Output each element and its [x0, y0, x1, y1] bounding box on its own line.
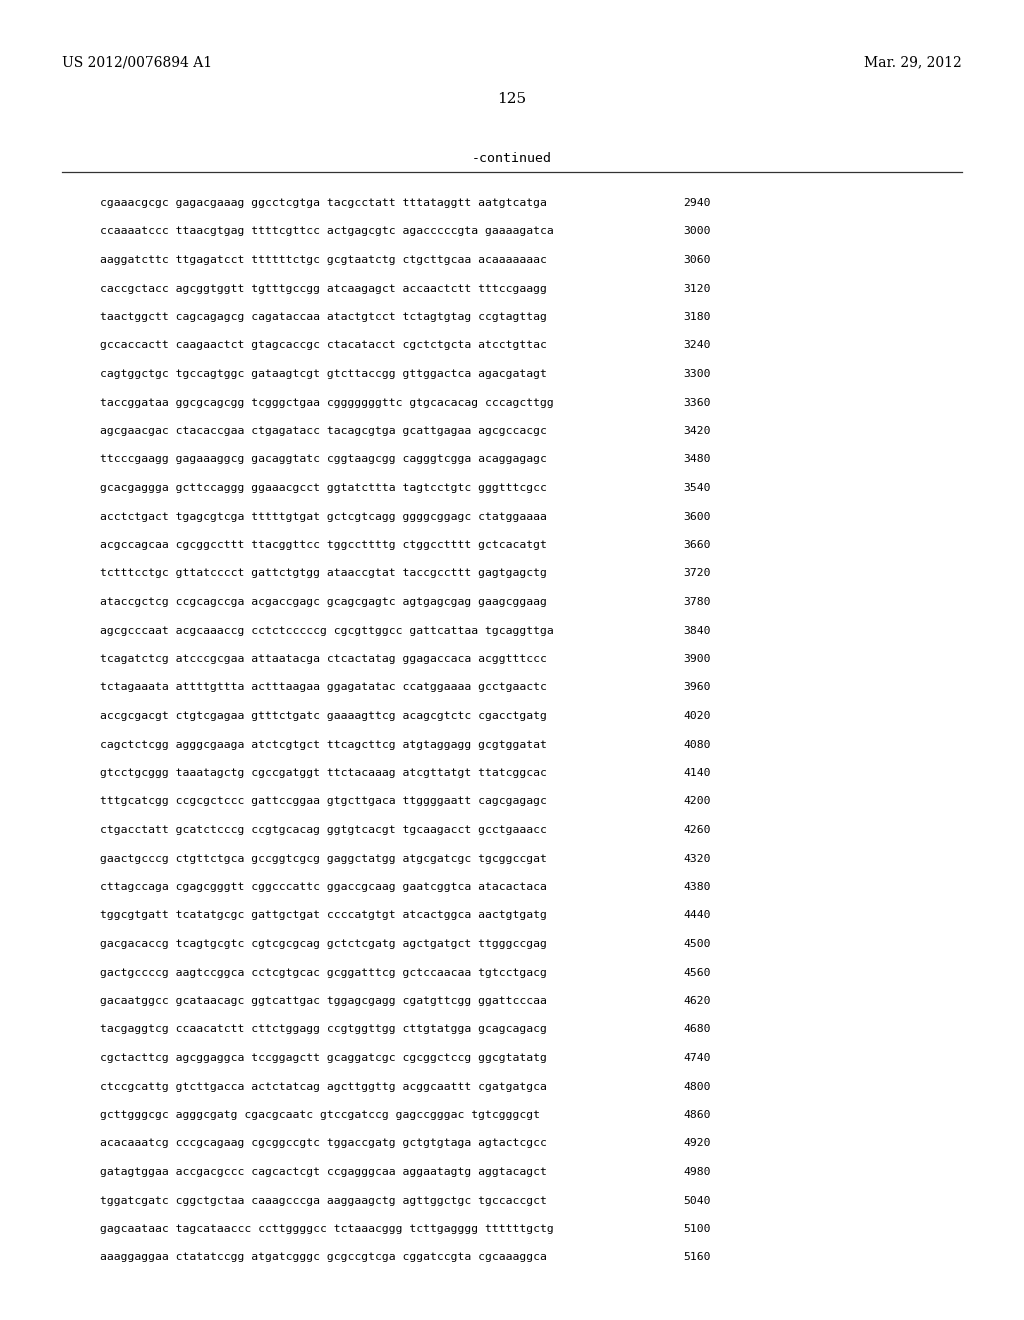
Text: cttagccaga cgagcgggtt cggcccattc ggaccgcaag gaatcggtca atacactaca: cttagccaga cgagcgggtt cggcccattc ggaccgc…: [100, 882, 547, 892]
Text: 3900: 3900: [683, 653, 711, 664]
Text: acgccagcaa cgcggccttt ttacggttcc tggccttttg ctggcctttt gctcacatgt: acgccagcaa cgcggccttt ttacggttcc tggcctt…: [100, 540, 547, 550]
Text: Mar. 29, 2012: Mar. 29, 2012: [864, 55, 962, 69]
Text: ctgacctatt gcatctcccg ccgtgcacag ggtgtcacgt tgcaagacct gcctgaaacc: ctgacctatt gcatctcccg ccgtgcacag ggtgtca…: [100, 825, 547, 836]
Text: cgctacttcg agcggaggca tccggagctt gcaggatcgc cgcggctccg ggcgtatatg: cgctacttcg agcggaggca tccggagctt gcaggat…: [100, 1053, 547, 1063]
Text: gcacgaggga gcttccaggg ggaaacgcct ggtatcttta tagtcctgtc gggtttcgcc: gcacgaggga gcttccaggg ggaaacgcct ggtatct…: [100, 483, 547, 492]
Text: aaaggaggaa ctatatccgg atgatcgggc gcgccgtcga cggatccgta cgcaaaggca: aaaggaggaa ctatatccgg atgatcgggc gcgccgt…: [100, 1253, 547, 1262]
Text: gtcctgcggg taaatagctg cgccgatggt ttctacaaag atcgttatgt ttatcggcac: gtcctgcggg taaatagctg cgccgatggt ttctaca…: [100, 768, 547, 777]
Text: -continued: -continued: [472, 152, 552, 165]
Text: agcgaacgac ctacaccgaa ctgagatacc tacagcgtga gcattgagaa agcgccacgc: agcgaacgac ctacaccgaa ctgagatacc tacagcg…: [100, 426, 547, 436]
Text: 3300: 3300: [683, 370, 711, 379]
Text: 3180: 3180: [683, 312, 711, 322]
Text: caccgctacc agcggtggtt tgtttgccgg atcaagagct accaactctt tttccgaagg: caccgctacc agcggtggtt tgtttgccgg atcaaga…: [100, 284, 547, 293]
Text: gacaatggcc gcataacagc ggtcattgac tggagcgagg cgatgttcgg ggattcccaa: gacaatggcc gcataacagc ggtcattgac tggagcg…: [100, 997, 547, 1006]
Text: gagcaataac tagcataaccc ccttggggcc tctaaacggg tcttgagggg ttttttgctg: gagcaataac tagcataaccc ccttggggcc tctaaa…: [100, 1224, 554, 1234]
Text: gccaccactt caagaactct gtagcaccgc ctacatacct cgctctgcta atcctgttac: gccaccactt caagaactct gtagcaccgc ctacata…: [100, 341, 547, 351]
Text: cgaaacgcgc gagacgaaag ggcctcgtga tacgcctatt tttataggtt aatgtcatga: cgaaacgcgc gagacgaaag ggcctcgtga tacgcct…: [100, 198, 547, 209]
Text: 4140: 4140: [683, 768, 711, 777]
Text: 4680: 4680: [683, 1024, 711, 1035]
Text: acacaaatcg cccgcagaag cgcggccgtc tggaccgatg gctgtgtaga agtactcgcc: acacaaatcg cccgcagaag cgcggccgtc tggaccg…: [100, 1138, 547, 1148]
Text: 3780: 3780: [683, 597, 711, 607]
Text: 3480: 3480: [683, 454, 711, 465]
Text: 4500: 4500: [683, 939, 711, 949]
Text: US 2012/0076894 A1: US 2012/0076894 A1: [62, 55, 212, 69]
Text: tctttcctgc gttatcccct gattctgtgg ataaccgtat taccgccttt gagtgagctg: tctttcctgc gttatcccct gattctgtgg ataaccg…: [100, 569, 547, 578]
Text: 4020: 4020: [683, 711, 711, 721]
Text: cagctctcgg agggcgaaga atctcgtgct ttcagcttcg atgtaggagg gcgtggatat: cagctctcgg agggcgaaga atctcgtgct ttcagct…: [100, 739, 547, 750]
Text: 3600: 3600: [683, 511, 711, 521]
Text: 3840: 3840: [683, 626, 711, 635]
Text: 4740: 4740: [683, 1053, 711, 1063]
Text: tggatcgatc cggctgctaa caaagcccga aaggaagctg agttggctgc tgccaccgct: tggatcgatc cggctgctaa caaagcccga aaggaag…: [100, 1196, 547, 1205]
Text: 4560: 4560: [683, 968, 711, 978]
Text: 5160: 5160: [683, 1253, 711, 1262]
Text: 4380: 4380: [683, 882, 711, 892]
Text: accgcgacgt ctgtcgagaa gtttctgatc gaaaagttcg acagcgtctc cgacctgatg: accgcgacgt ctgtcgagaa gtttctgatc gaaaagt…: [100, 711, 547, 721]
Text: 3420: 3420: [683, 426, 711, 436]
Text: 3060: 3060: [683, 255, 711, 265]
Text: ccaaaatccc ttaacgtgag ttttcgttcc actgagcgtc agacccccgta gaaaagatca: ccaaaatccc ttaacgtgag ttttcgttcc actgagc…: [100, 227, 554, 236]
Text: 4200: 4200: [683, 796, 711, 807]
Text: tctagaaata attttgttta actttaagaa ggagatatac ccatggaaaa gcctgaactc: tctagaaata attttgttta actttaagaa ggagata…: [100, 682, 547, 693]
Text: tttgcatcgg ccgcgctccc gattccggaa gtgcttgaca ttggggaatt cagcgagagc: tttgcatcgg ccgcgctccc gattccggaa gtgcttg…: [100, 796, 547, 807]
Text: 3000: 3000: [683, 227, 711, 236]
Text: ctccgcattg gtcttgacca actctatcag agcttggttg acggcaattt cgatgatgca: ctccgcattg gtcttgacca actctatcag agcttgg…: [100, 1081, 547, 1092]
Text: 4260: 4260: [683, 825, 711, 836]
Text: tggcgtgatt tcatatgcgc gattgctgat ccccatgtgt atcactggca aactgtgatg: tggcgtgatt tcatatgcgc gattgctgat ccccatg…: [100, 911, 547, 920]
Text: 4800: 4800: [683, 1081, 711, 1092]
Text: agcgcccaat acgcaaaccg cctctcccccg cgcgttggcc gattcattaa tgcaggttga: agcgcccaat acgcaaaccg cctctcccccg cgcgtt…: [100, 626, 554, 635]
Text: 3660: 3660: [683, 540, 711, 550]
Text: 4440: 4440: [683, 911, 711, 920]
Text: 3120: 3120: [683, 284, 711, 293]
Text: gaactgcccg ctgttctgca gccggtcgcg gaggctatgg atgcgatcgc tgcggccgat: gaactgcccg ctgttctgca gccggtcgcg gaggcta…: [100, 854, 547, 863]
Text: 3540: 3540: [683, 483, 711, 492]
Text: 5100: 5100: [683, 1224, 711, 1234]
Text: aaggatcttc ttgagatcct ttttttctgc gcgtaatctg ctgcttgcaa acaaaaaaac: aaggatcttc ttgagatcct ttttttctgc gcgtaat…: [100, 255, 547, 265]
Text: ttcccgaagg gagaaaggcg gacaggtatc cggtaagcgg cagggtcgga acaggagagc: ttcccgaagg gagaaaggcg gacaggtatc cggtaag…: [100, 454, 547, 465]
Text: 3960: 3960: [683, 682, 711, 693]
Text: cagtggctgc tgccagtggc gataagtcgt gtcttaccgg gttggactca agacgatagt: cagtggctgc tgccagtggc gataagtcgt gtcttac…: [100, 370, 547, 379]
Text: gacgacaccg tcagtgcgtc cgtcgcgcag gctctcgatg agctgatgct ttgggccgag: gacgacaccg tcagtgcgtc cgtcgcgcag gctctcg…: [100, 939, 547, 949]
Text: taactggctt cagcagagcg cagataccaa atactgtcct tctagtgtag ccgtagttag: taactggctt cagcagagcg cagataccaa atactgt…: [100, 312, 547, 322]
Text: 4860: 4860: [683, 1110, 711, 1119]
Text: tcagatctcg atcccgcgaa attaatacga ctcactatag ggagaccaca acggtttccc: tcagatctcg atcccgcgaa attaatacga ctcacta…: [100, 653, 547, 664]
Text: tacgaggtcg ccaacatctt cttctggagg ccgtggttgg cttgtatgga gcagcagacg: tacgaggtcg ccaacatctt cttctggagg ccgtggt…: [100, 1024, 547, 1035]
Text: 4320: 4320: [683, 854, 711, 863]
Text: gatagtggaa accgacgccc cagcactcgt ccgagggcaa aggaatagtg aggtacagct: gatagtggaa accgacgccc cagcactcgt ccgaggg…: [100, 1167, 547, 1177]
Text: 3360: 3360: [683, 397, 711, 408]
Text: 4920: 4920: [683, 1138, 711, 1148]
Text: taccggataa ggcgcagcgg tcgggctgaa cgggggggttc gtgcacacag cccagcttgg: taccggataa ggcgcagcgg tcgggctgaa cgggggg…: [100, 397, 554, 408]
Text: 4620: 4620: [683, 997, 711, 1006]
Text: gactgccccg aagtccggca cctcgtgcac gcggatttcg gctccaacaa tgtcctgacg: gactgccccg aagtccggca cctcgtgcac gcggatt…: [100, 968, 547, 978]
Text: 4980: 4980: [683, 1167, 711, 1177]
Text: 3240: 3240: [683, 341, 711, 351]
Text: acctctgact tgagcgtcga tttttgtgat gctcgtcagg ggggcggagc ctatggaaaa: acctctgact tgagcgtcga tttttgtgat gctcgtc…: [100, 511, 547, 521]
Text: 2940: 2940: [683, 198, 711, 209]
Text: 5040: 5040: [683, 1196, 711, 1205]
Text: 4080: 4080: [683, 739, 711, 750]
Text: ataccgctcg ccgcagccga acgaccgagc gcagcgagtc agtgagcgag gaagcggaag: ataccgctcg ccgcagccga acgaccgagc gcagcga…: [100, 597, 547, 607]
Text: gcttgggcgc agggcgatg cgacgcaatc gtccgatccg gagccgggac tgtcgggcgt: gcttgggcgc agggcgatg cgacgcaatc gtccgatc…: [100, 1110, 540, 1119]
Text: 125: 125: [498, 92, 526, 106]
Text: 3720: 3720: [683, 569, 711, 578]
